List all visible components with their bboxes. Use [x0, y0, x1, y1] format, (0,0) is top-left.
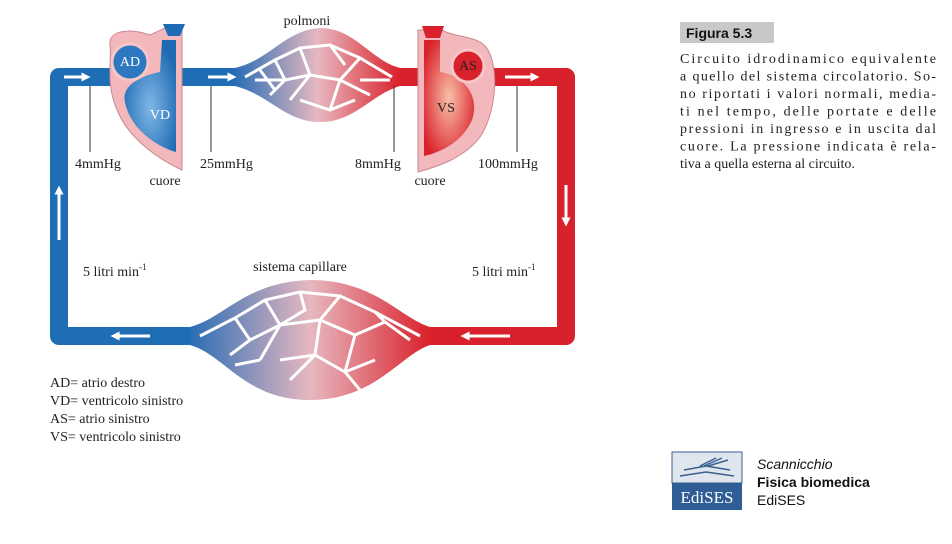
caption-line: cuore. La pressione indicata è rela- — [680, 140, 936, 155]
figure-tag — [680, 22, 774, 43]
figure-number: Figura 5.3 — [686, 25, 752, 41]
caption-line: tiva a quella esterna al circuito. — [680, 157, 855, 172]
vs-chamber — [424, 40, 475, 156]
pressure-leaders — [89, 86, 518, 152]
vs-label: VS — [437, 101, 455, 116]
flow-label: 5 litri min-1 — [83, 262, 147, 280]
legend-item: VS= ventricolo sinistro — [50, 430, 181, 445]
left-heart: AS VS — [417, 26, 496, 173]
book-title: Fisica biomedica — [757, 474, 870, 490]
as-label: AS — [459, 59, 477, 74]
caption-line: no riportati i valori normali, media- — [680, 87, 936, 102]
vd-chamber — [124, 40, 176, 152]
capillary-bed — [190, 280, 430, 400]
publisher: EdiSES — [757, 492, 805, 508]
caption: Figura 5.3 Circuito idrodinamico equival… — [680, 22, 936, 172]
legend-item: AS= atrio sinistro — [50, 412, 150, 427]
vena-cava — [163, 24, 185, 36]
flow-text: 5 litri min — [83, 265, 139, 280]
ad-chamber — [110, 42, 150, 82]
flow-sup: -1 — [139, 262, 147, 272]
logo-book — [679, 457, 735, 477]
heart-label: cuore — [414, 174, 445, 189]
caption-line: ti nel tempo, delle portate e delle — [680, 105, 936, 120]
lungs — [235, 28, 400, 122]
logo-text: EdiSES — [681, 488, 734, 507]
caption-line: Circuito idrodinamico equivalente — [680, 52, 936, 67]
pressure-label: 100mmHg — [478, 157, 538, 172]
caption-line: a quello del sistema circolatorio. So- — [680, 70, 936, 85]
flow-text: 5 litri min — [472, 265, 528, 280]
heart-label: cuore — [149, 174, 180, 189]
pressure-label: 4mmHg — [75, 157, 121, 172]
aorta — [422, 26, 444, 38]
flow-arrows — [54, 72, 571, 341]
legend-item: AD= atrio destro — [50, 376, 145, 391]
ad-label: AD — [120, 55, 140, 70]
lungs-vessels — [244, 43, 393, 112]
pressure-label: 8mmHg — [355, 157, 401, 172]
flow-sup: -1 — [528, 262, 536, 272]
capillary-vessels — [199, 290, 421, 391]
capillaries-label: sistema capillare — [253, 260, 347, 275]
caption-lines: Circuito idrodinamico equivalente a quell… — [680, 52, 936, 172]
pressure-label: 25mmHg — [200, 157, 253, 172]
author: Scannicchio — [757, 456, 833, 472]
as-chamber — [450, 48, 486, 84]
book-credit: EdiSES Scannicchio Fisica biomedica EdiS… — [671, 451, 870, 510]
legend-item: VD= ventricolo sinistro — [50, 394, 183, 409]
right-heart: AD VD — [109, 24, 185, 171]
logo-top — [671, 451, 743, 484]
legend: AD= atrio destro VD= ventricolo sinistro… — [50, 376, 183, 445]
lungs-label: polmoni — [284, 14, 331, 29]
logo-bottom — [672, 483, 742, 510]
caption-line: pressioni in ingresso e in uscita dal — [680, 122, 936, 137]
vd-label: VD — [150, 108, 170, 123]
flow-label: 5 litri min-1 — [472, 262, 536, 280]
capillaries — [190, 280, 430, 400]
